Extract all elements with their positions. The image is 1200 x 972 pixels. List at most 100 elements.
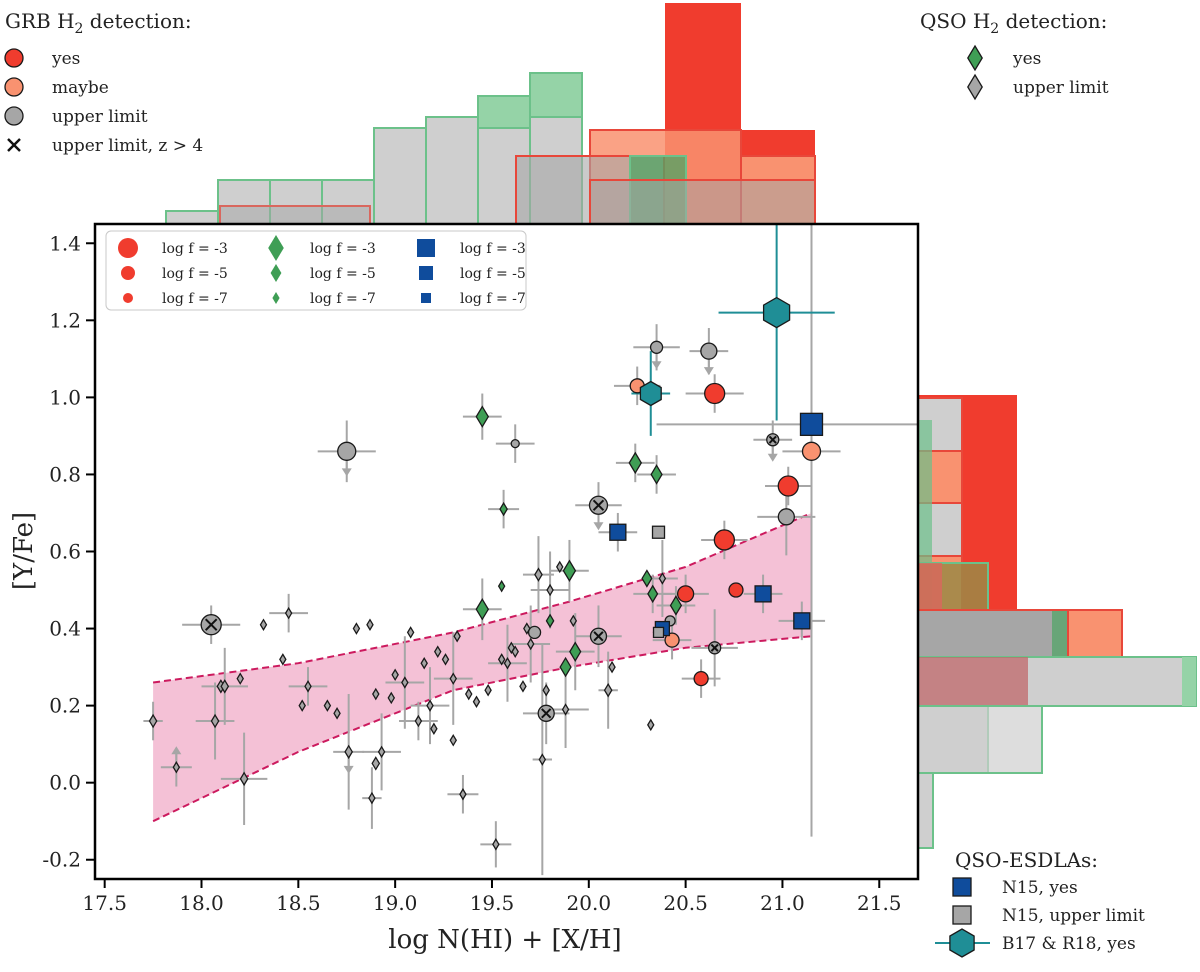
data-point: [475, 405, 490, 428]
esdla-legend-label: B17 & R18, yes: [1002, 934, 1136, 954]
limit-arrow-head: [703, 367, 714, 376]
data-point: [220, 679, 230, 694]
qso-legend-marker: [967, 44, 983, 72]
size-legend-label: log f = -7: [460, 291, 526, 307]
x-tick-label: 21.0: [760, 891, 805, 915]
size-legend-label: log f = -5: [162, 266, 228, 282]
data-point: [537, 704, 555, 722]
limit-arrow-head: [171, 746, 182, 755]
grb-legend-marker: [4, 77, 24, 97]
data-point: [766, 433, 780, 447]
size-legend-label: log f = -7: [162, 291, 228, 307]
data-point: [545, 613, 555, 629]
data-point: [562, 559, 577, 583]
limit-arrow-head: [593, 522, 604, 531]
data-point: [700, 342, 718, 360]
esdla-legend-marker: [949, 928, 975, 958]
data-point: [589, 627, 608, 645]
data-point: [406, 626, 415, 639]
data-point: [352, 622, 361, 635]
data-point: [511, 645, 519, 658]
y-tick-label: 0.0: [49, 771, 81, 795]
y-tick-label: 1.0: [49, 385, 81, 409]
esdla-legend: QSO-ESDLAs: N15, yes N15, upper limit B17 …: [935, 848, 1145, 958]
size-legend-marker: [121, 266, 135, 280]
qso-legend-title: QSO H2 detection:: [920, 9, 1107, 37]
data-point: [387, 691, 396, 705]
data-point: [433, 645, 442, 658]
xcircle-cross: [593, 631, 604, 642]
hist-right-bar: [917, 705, 1043, 774]
data-point: [658, 572, 667, 585]
data-point: [628, 451, 643, 475]
size-legend-marker: [272, 292, 280, 304]
data-point: [519, 680, 527, 693]
data-point: [497, 653, 506, 666]
size-legend-marker: [123, 293, 133, 303]
data-point: [284, 606, 293, 620]
data-point: [608, 660, 616, 674]
limit-arrow-head: [343, 765, 354, 774]
hist-top-bar: [425, 116, 479, 226]
data-point: [546, 583, 554, 597]
data-point: [527, 625, 542, 640]
data-point: [754, 585, 772, 603]
hist-right-bar: [918, 563, 942, 610]
size-legend-label: log f = -5: [310, 266, 376, 282]
size-legend-marker: [421, 293, 431, 303]
data-point: [652, 626, 665, 639]
data-point: [148, 713, 158, 729]
hist-top-bar: [373, 127, 427, 226]
esdla-legend-label: N15, yes: [1002, 878, 1078, 898]
xcircle-cross: [541, 708, 552, 719]
x-tick-label: 20.0: [567, 891, 612, 915]
esdla-legend-title: QSO-ESDLAs:: [955, 848, 1098, 872]
data-point: [603, 682, 613, 698]
data-point: [464, 687, 473, 701]
qso-legend-marker: [967, 73, 983, 101]
data-point: [475, 598, 490, 621]
x-tick-label: 19.5: [470, 891, 515, 915]
data-point: [523, 622, 531, 635]
hist-right-bar: [1182, 657, 1196, 706]
data-point: [561, 703, 570, 716]
data-point: [559, 656, 572, 678]
size-legend-marker: [118, 238, 138, 258]
hist-right-bar: [917, 609, 1069, 664]
hist-right-bar: [918, 657, 1028, 706]
data-point: [366, 618, 374, 631]
x-tick-label: 18.5: [276, 891, 321, 915]
data-point: [651, 525, 666, 539]
data-point: [337, 441, 357, 461]
y-tick-label: 0.6: [49, 540, 81, 564]
data-point: [799, 412, 824, 437]
size-legend-label: log f = -5: [460, 266, 526, 282]
data-point: [728, 582, 744, 598]
data-point: [484, 683, 492, 697]
data-point: [708, 641, 722, 655]
data-point: [647, 584, 659, 604]
xcircle-cross: [768, 435, 777, 444]
plot-content: [143, 224, 918, 876]
size-legend: log f = -3 log f = -5 log f = -7 log f = -3…: [105, 230, 527, 311]
data-point: [344, 744, 354, 760]
hist-top-bar: [219, 205, 371, 226]
size-legend-label: log f = -3: [162, 241, 228, 257]
grb-legend-label: upper limit: [52, 107, 148, 127]
data-point: [497, 579, 506, 593]
data-point: [538, 753, 547, 766]
data-point: [762, 296, 791, 329]
data-point: [569, 614, 578, 628]
size-legend-label: log f = -3: [310, 241, 376, 257]
x-stroke: [7, 138, 21, 152]
data-point: [793, 612, 811, 630]
limit-arrow-head: [767, 453, 778, 462]
size-legend-marker: [419, 266, 433, 280]
grb-legend-marker: [4, 106, 24, 126]
esdla-legend-marker: [952, 877, 972, 897]
data-point: [430, 722, 438, 735]
esdla-legend-marker: [952, 905, 972, 925]
data-point: [200, 614, 222, 636]
data-point: [510, 438, 520, 449]
data-point: [801, 441, 822, 461]
